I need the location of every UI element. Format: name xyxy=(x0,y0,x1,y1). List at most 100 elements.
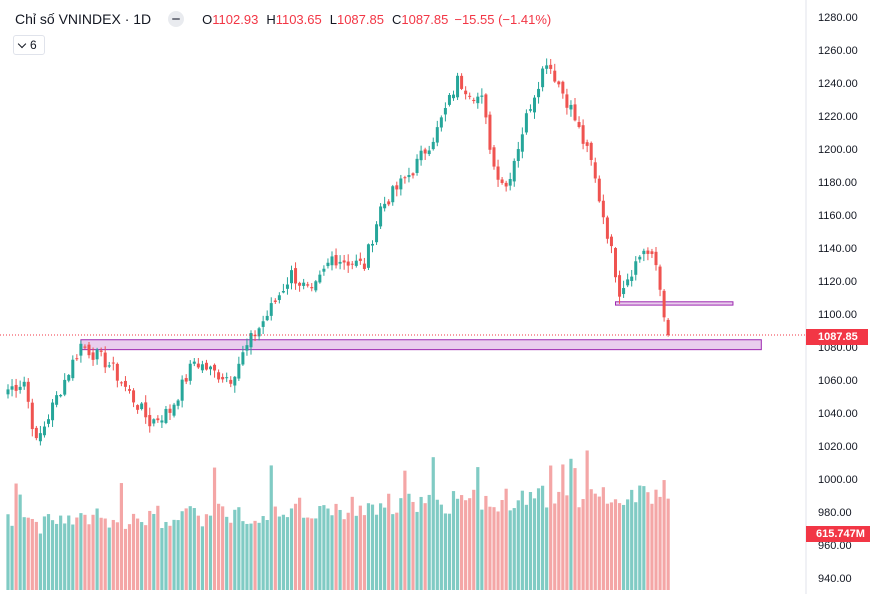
candle-body xyxy=(237,363,241,379)
candle-body xyxy=(447,95,451,105)
y-tick-label: 1240.00 xyxy=(818,78,858,90)
symbol-title[interactable]: Chỉ số VNINDEX · 1D xyxy=(15,11,152,27)
volume-bar xyxy=(455,498,460,590)
volume-bar xyxy=(480,509,484,590)
candle-body xyxy=(480,95,484,97)
volume-bar xyxy=(460,495,464,590)
candle-body xyxy=(111,362,115,364)
volume-bar xyxy=(605,503,609,590)
volume-bar xyxy=(26,517,30,590)
volume-bar xyxy=(306,517,310,590)
volume-bar xyxy=(496,511,500,590)
indicators-count: 6 xyxy=(30,38,37,52)
volume-bar xyxy=(200,526,204,590)
candle-body xyxy=(330,256,334,266)
volume-bar xyxy=(156,505,160,590)
volume-bar xyxy=(520,490,524,590)
volume-bar xyxy=(338,509,342,590)
volume-bar xyxy=(50,520,55,590)
last-volume-tag: 615.747M xyxy=(806,526,870,542)
candle-body xyxy=(213,364,217,371)
candle-body xyxy=(225,377,229,379)
volume-bar xyxy=(59,515,63,590)
volume-bar xyxy=(391,514,395,590)
volume-bar xyxy=(225,516,229,590)
candle-body xyxy=(79,343,83,356)
volume-bar xyxy=(18,494,22,590)
candle-body xyxy=(188,363,192,381)
candle-body xyxy=(318,274,322,283)
candle-body xyxy=(229,379,233,384)
volume-bar xyxy=(476,467,480,590)
hide-legend-icon[interactable] xyxy=(168,11,185,27)
volume-bar xyxy=(14,483,18,590)
volume-bar xyxy=(103,518,107,590)
candle-body xyxy=(128,389,131,391)
volume-bar xyxy=(71,524,75,590)
candle-body xyxy=(439,117,443,128)
volume-bar xyxy=(492,507,496,590)
candle-body xyxy=(614,248,617,278)
candle-body xyxy=(520,134,524,152)
volume-bar xyxy=(557,491,561,590)
volume-bar xyxy=(265,520,269,590)
candle-body xyxy=(435,127,439,143)
volume-bar xyxy=(148,510,152,590)
volume-bar xyxy=(298,497,302,590)
candle-body xyxy=(541,68,545,88)
candle-body xyxy=(285,284,289,289)
volume-bar xyxy=(334,503,338,590)
volume-bar xyxy=(269,465,273,590)
candle-body xyxy=(42,426,46,436)
volume-bar xyxy=(160,528,164,590)
volume-bar xyxy=(127,524,132,590)
candle-body xyxy=(115,363,119,381)
volume-bar xyxy=(630,489,634,590)
candle-body xyxy=(221,376,225,380)
candle-body xyxy=(290,270,293,284)
volume-bar xyxy=(310,518,314,590)
candle-body xyxy=(383,203,387,209)
y-tick-label: 1100.00 xyxy=(818,309,857,321)
candle-body xyxy=(152,419,156,424)
volume-bar xyxy=(484,495,488,590)
candle-body xyxy=(273,300,277,302)
indicators-toggle-button[interactable]: 6 xyxy=(13,35,45,55)
volume-bar xyxy=(115,522,119,590)
price-zones xyxy=(80,301,762,351)
volume-bar xyxy=(277,516,281,590)
volume-bar xyxy=(172,519,176,590)
candle-body xyxy=(99,350,103,352)
y-tick-label: 980.00 xyxy=(818,507,852,519)
candle-body xyxy=(14,384,18,391)
volume-bar xyxy=(326,508,330,590)
candle-body xyxy=(528,109,532,111)
volume-bar xyxy=(6,514,10,590)
volume-bar xyxy=(581,499,585,590)
volume-bar xyxy=(403,470,407,590)
candle-body xyxy=(75,358,79,360)
volume-bar xyxy=(536,488,541,590)
volume-bar xyxy=(435,499,439,590)
volume-bar xyxy=(545,507,549,590)
candle-body xyxy=(585,142,589,146)
volume-bar xyxy=(443,513,447,590)
candle-body xyxy=(545,65,549,69)
candle-body xyxy=(597,178,601,202)
candle-body xyxy=(468,95,472,97)
candle-body xyxy=(537,88,541,98)
candle-body xyxy=(654,251,658,266)
y-tick-label: 1260.00 xyxy=(818,45,858,57)
volume-bar xyxy=(192,508,196,590)
candle-body xyxy=(123,380,127,387)
volume-bar xyxy=(241,521,245,590)
candle-body xyxy=(298,282,302,286)
volume-bar xyxy=(188,506,192,590)
open-value: 1102.93 xyxy=(212,11,259,27)
candle-body xyxy=(375,224,379,243)
candle-body xyxy=(91,352,95,360)
candle-body xyxy=(196,363,200,368)
volume-bar xyxy=(508,510,512,590)
volume-bar xyxy=(111,519,115,590)
